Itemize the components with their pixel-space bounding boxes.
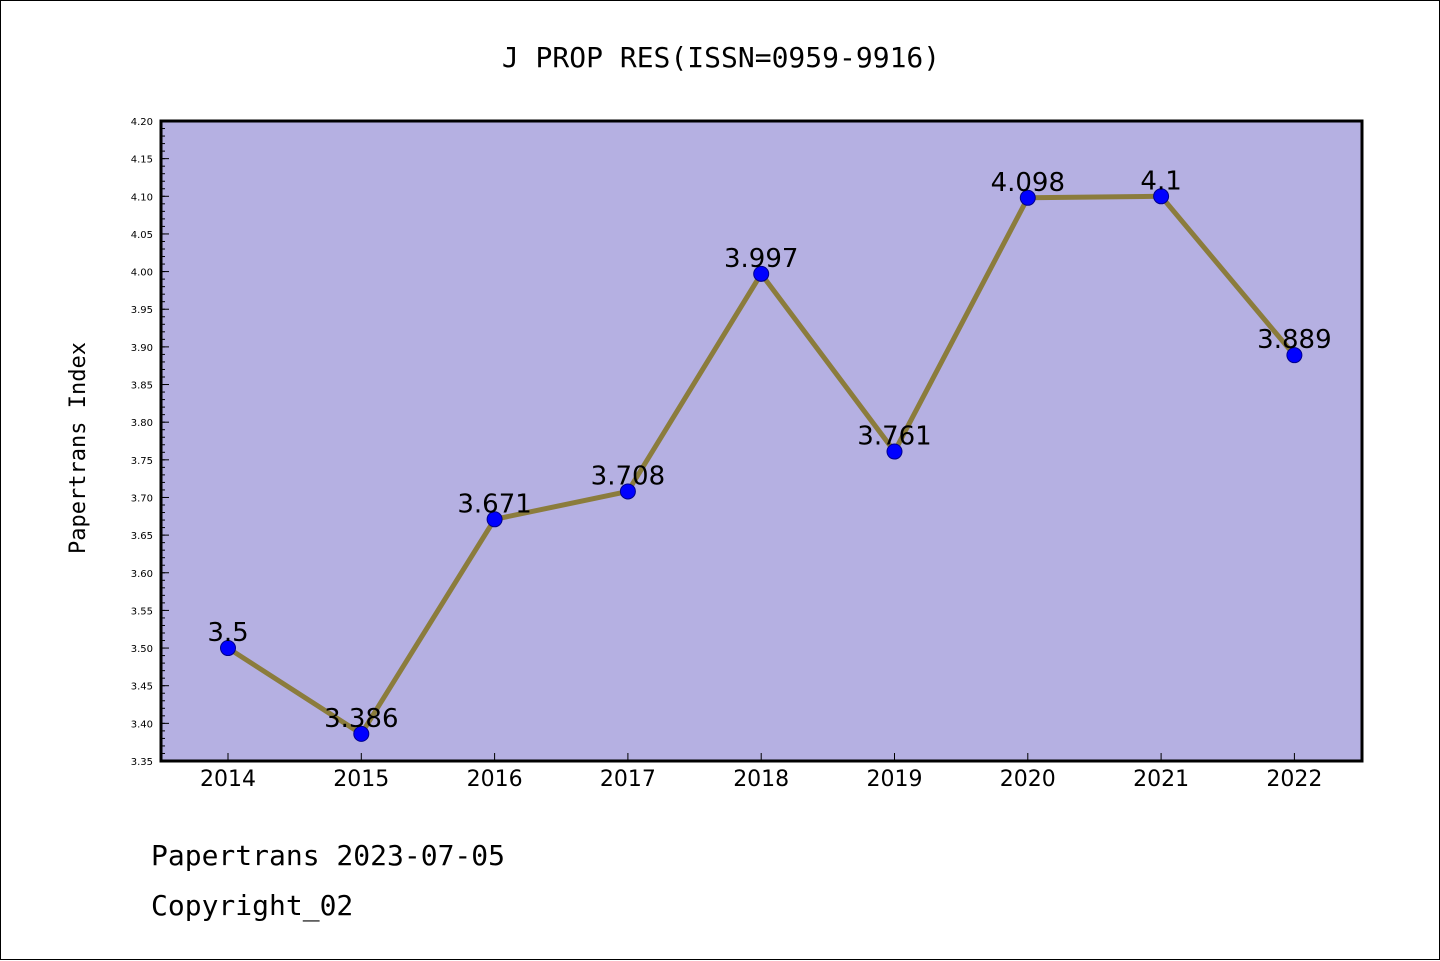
data-point [619, 483, 636, 500]
y-tick-label: 3.60 [131, 569, 153, 580]
data-label: 3.5 [207, 618, 248, 648]
x-tick-label: 2022 [1266, 767, 1322, 792]
x-tick-label: 2019 [867, 767, 923, 792]
y-tick-label: 3.80 [131, 418, 153, 429]
x-tick-label: 2020 [1000, 767, 1056, 792]
data-point [220, 640, 236, 657]
y-tick-label: 3.95 [131, 305, 153, 316]
y-tick-label: 4.05 [131, 230, 153, 241]
y-tick-label: 4.10 [131, 192, 153, 203]
data-label: 4.098 [991, 168, 1065, 198]
data-point [486, 511, 503, 528]
chart-title: J PROP RES(ISSN=0959-9916) [502, 41, 940, 74]
y-tick-label: 3.65 [131, 531, 153, 542]
data-label: 3.997 [724, 244, 798, 274]
data-point [753, 265, 770, 282]
y-tick-label: 3.90 [131, 343, 153, 354]
y-tick-label: 3.40 [131, 719, 153, 730]
y-tick-label: 3.55 [131, 606, 153, 617]
footer-date: Papertrans 2023-07-05 [151, 839, 505, 872]
y-tick-label: 3.35 [131, 757, 153, 768]
x-tick-label: 2018 [733, 767, 789, 792]
y-tick-label: 4.15 [131, 155, 153, 166]
plot-area [161, 121, 1362, 761]
x-tick-label: 2015 [333, 767, 389, 792]
y-tick-label: 3.70 [131, 493, 153, 504]
x-axis: 2014 2015 2016 2017 2018 2019 2020 2021 2022 [200, 753, 1322, 792]
data-label: 3.386 [324, 704, 398, 734]
data-label: 3.671 [457, 489, 531, 519]
y-tick-label: 3.50 [131, 644, 153, 655]
data-point [1019, 189, 1036, 206]
y-tick-label: 3.85 [131, 381, 153, 392]
x-tick-label: 2016 [467, 767, 523, 792]
data-label: 3.761 [857, 422, 931, 452]
x-tick-label: 2021 [1133, 767, 1189, 792]
footer-copyright: Copyright_02 [151, 889, 353, 923]
y-tick-label: 4.00 [131, 268, 153, 279]
x-tick-label: 2017 [600, 767, 656, 792]
data-label: 3.708 [591, 461, 665, 491]
data-point [1153, 188, 1170, 205]
plot-border [159, 119, 1364, 763]
data-point [353, 725, 370, 742]
y-tick-label: 4.20 [131, 117, 153, 128]
data-label: 3.889 [1257, 325, 1331, 355]
series-layer: 3.5 3.386 3.671 3.708 3.997 3.761 4.098 4.1 3.88… [207, 166, 1332, 742]
data-label: 4.1 [1140, 166, 1181, 196]
y-tick-label: 3.45 [131, 682, 153, 693]
y-tick-label: 3.75 [131, 456, 153, 467]
data-point [886, 443, 903, 460]
y-axis-label: Papertrans Index [66, 342, 91, 554]
x-tick-label: 2014 [200, 767, 256, 792]
data-point [1286, 347, 1303, 364]
